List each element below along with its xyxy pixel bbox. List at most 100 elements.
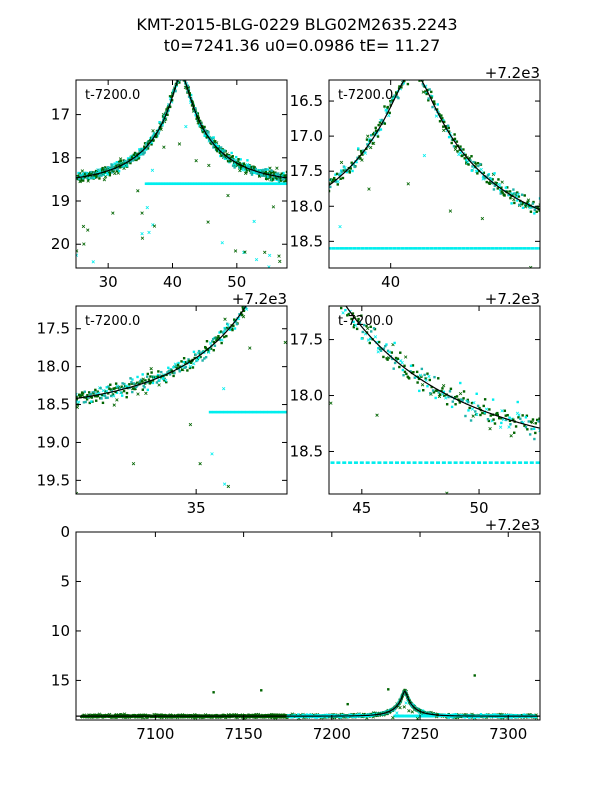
data-point [200,127,204,130]
data-point [103,175,108,179]
panel-label: t-7200.0 [85,88,140,103]
data-point [380,247,385,250]
data-point [374,126,377,130]
data-point [524,416,528,419]
data-point [157,383,161,387]
data-point [509,196,512,200]
data-point [395,358,398,362]
data-point [430,96,433,99]
data-point [332,178,335,182]
data-point [111,171,114,174]
data-point [485,175,489,179]
data-point [145,205,149,210]
data-point [394,91,398,94]
data-point [271,170,275,174]
data-point [159,127,162,130]
data-point [141,377,145,381]
data-point [437,391,440,394]
data-point [70,392,72,394]
data-point [179,75,181,77]
data-point [121,382,124,385]
data-point [168,373,172,376]
data-point [206,348,210,352]
data-point [437,377,440,380]
data-point [450,405,454,409]
data-point [182,71,185,74]
data-point [494,247,499,250]
data-point [404,70,406,72]
data-point [282,223,284,225]
data-point [396,247,401,250]
data-point [417,377,421,381]
data-point [222,150,225,153]
data-point [370,330,373,333]
data-point [254,257,259,262]
data-point [514,714,518,717]
data-point [233,166,236,169]
data-point [101,169,104,172]
data-point [313,193,315,195]
data-point [486,418,490,421]
data-point [273,247,275,249]
data-point [544,424,546,426]
data-point [447,713,450,717]
data-point [432,391,436,394]
data-point [84,172,87,176]
data-point [482,404,485,408]
data-point [289,411,293,414]
data-point [488,408,491,411]
data-point [547,461,551,464]
data-point [182,357,186,360]
data-point [275,166,279,170]
data-point [498,247,503,250]
data-point [233,327,237,330]
data-point [76,392,78,397]
data-point [464,158,468,162]
data-point [551,212,553,214]
data-point [371,142,375,145]
data-point [274,172,278,176]
data-point [66,516,69,519]
data-point [430,461,435,464]
data-point [531,202,535,205]
data-point [306,715,310,719]
data-point [427,97,430,100]
data-point [97,174,100,178]
data-point [203,357,206,360]
data-point [243,250,247,254]
data-point [157,378,162,382]
data-point [442,128,446,133]
data-point [526,247,531,250]
data-point [149,367,153,371]
data-point [155,133,158,136]
data-point [278,237,280,239]
data-point [348,461,353,464]
data-point [112,394,116,398]
data-point [317,192,319,194]
data-point [133,387,137,391]
data-point [509,434,513,438]
data-point [241,410,246,414]
data-point [135,158,138,162]
data-point [471,461,476,464]
data-point [473,635,476,638]
data-point [350,161,353,164]
data-point [553,214,555,216]
data-point [211,340,214,343]
data-point [383,461,388,464]
data-point [470,155,473,158]
data-point [352,325,356,329]
data-point [330,326,333,329]
data-point [222,482,227,486]
data-point [284,228,287,231]
data-point [173,371,176,375]
data-point [136,189,140,193]
data-point [543,426,545,428]
data-point [238,164,242,167]
data-point [552,213,554,215]
data-point [270,169,273,172]
data-point [547,213,550,216]
axes-frame [328,305,541,495]
data-point [113,162,116,165]
data-point [116,168,119,171]
